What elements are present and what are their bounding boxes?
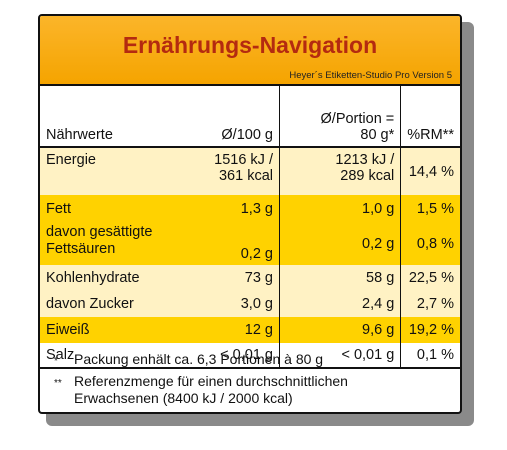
portion-value: 0,2 g <box>279 223 402 265</box>
nutrient-name: davon Zucker <box>46 296 134 312</box>
label-title: Ernährungs-Navigation <box>122 32 378 58</box>
portion-value: 1213 kJ /289 kcal <box>279 147 402 195</box>
footnote-mark: ** <box>54 378 62 389</box>
table-row-energie: Energie 1516 kJ /361 kcal 1213 kJ /289 k… <box>40 147 460 195</box>
nutrient-name: Fett <box>46 201 71 217</box>
nutrient-name: Energie <box>46 152 96 168</box>
rm-value: 19,2 % <box>408 322 454 338</box>
per100-value: 3,0 g <box>180 291 280 317</box>
rm-value: 2,7 % <box>416 296 454 312</box>
footnotes: * Packung enhält ca. 6,3 Portionen à 80 … <box>54 351 348 407</box>
label-subtitle: Heyer´s Etiketten-Studio Pro Version 5 <box>289 70 452 81</box>
rm-value: 0,1 % <box>416 347 454 363</box>
table-row-eiweiss: Eiweiß 12 g 9,6 g 19,2 % <box>40 317 460 343</box>
per100-value: < 0,01 g <box>180 343 280 368</box>
portion-value: < 0,01 g <box>279 343 402 368</box>
nutrient-name: Kohlenhydrate <box>46 270 140 286</box>
column-header-portion: Ø/Portion = 80 g* <box>279 86 402 147</box>
nutrient-name: davon gesättigte Fettsäuren <box>46 224 153 257</box>
rm-value: 0,8 % <box>416 236 454 252</box>
column-header-per100: Ø/100 g <box>180 86 280 147</box>
nutrient-name: Eiweiß <box>46 322 90 338</box>
footnote-reference: ** Referenzmenge für einen durchschnittl… <box>54 373 348 407</box>
per100-value: 1516 kJ /361 kcal <box>180 147 280 195</box>
rm-value: 14,4 % <box>408 163 454 180</box>
portion-value: 58 g <box>279 265 402 291</box>
table-row-zucker: davon Zucker 3,0 g 2,4 g 2,7 % <box>40 291 460 317</box>
per100-value: 73 g <box>180 265 280 291</box>
nutrition-label: Ernährungs-Navigation Heyer´s Etiketten-… <box>38 14 462 414</box>
table-row-gesaettigte-fettsaeuren: davon gesättigte Fettsäuren 0,2 g 0,2 g 0… <box>40 223 460 265</box>
portion-value: 1,0 g <box>279 195 402 223</box>
table-row-fett: Fett 1,3 g 1,0 g 1,5 % <box>40 195 460 223</box>
nutrient-name: Salz <box>46 347 75 363</box>
column-header-rm: %RM** <box>407 127 454 143</box>
footnote-text: Packung enhält ca. 6,3 Portionen à 80 g <box>74 351 324 367</box>
portion-value: 2,4 g <box>279 291 402 317</box>
footnote-text: Referenzmenge für einen durchschnittlich… <box>74 373 348 406</box>
rm-value: 1,5 % <box>416 201 454 217</box>
column-header-nutrient: Nährwerte <box>46 127 113 143</box>
table-row-kohlenhydrate: Kohlenhydrate 73 g 58 g 22,5 % <box>40 265 460 291</box>
rm-value: 22,5 % <box>408 270 454 286</box>
table-row-salz: Salz < 0,01 g < 0,01 g 0,1 % <box>40 343 460 368</box>
footnote-portion: * Packung enhält ca. 6,3 Portionen à 80 … <box>54 351 348 370</box>
per100-value: 12 g <box>180 317 280 343</box>
footnote-mark: * <box>54 356 58 367</box>
nutrition-table: Nährwerte Ø/100 g Ø/Portion = 80 g* %RM**… <box>40 86 460 369</box>
label-header: Ernährungs-Navigation Heyer´s Etiketten-… <box>40 16 460 86</box>
per100-value: 1,3 g <box>180 195 280 223</box>
per100-value: 0,2 g <box>180 223 280 265</box>
portion-value: 9,6 g <box>279 317 402 343</box>
table-header-row: Nährwerte Ø/100 g Ø/Portion = 80 g* %RM** <box>40 86 460 147</box>
